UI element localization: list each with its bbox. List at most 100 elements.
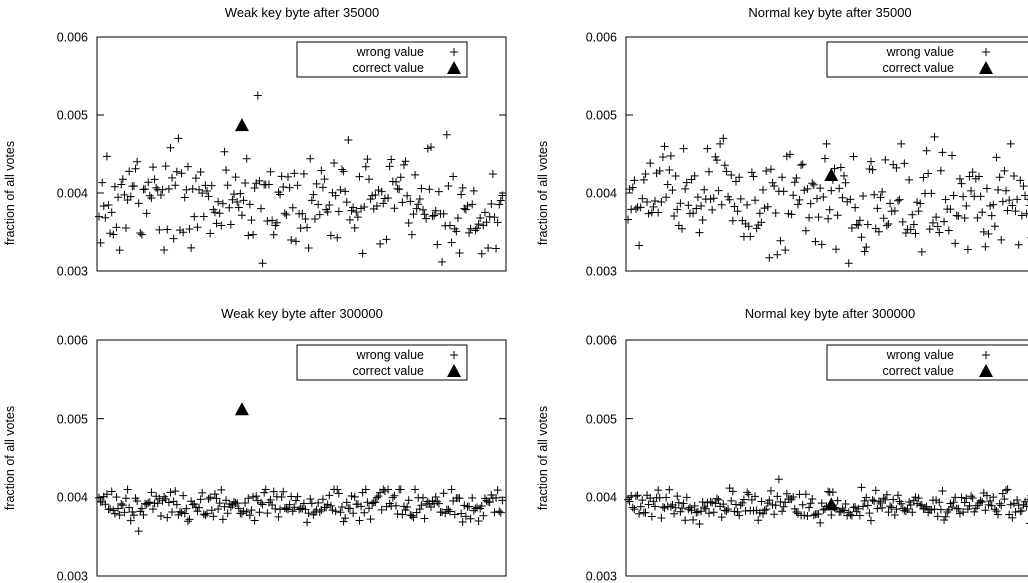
wrong-value-point — [1008, 513, 1017, 522]
wrong-value-point — [889, 495, 898, 504]
legend-entry-label: wrong value — [886, 348, 954, 362]
wrong-value-point — [665, 485, 674, 494]
wrong-value-point — [145, 191, 154, 200]
y-tick-label: 0.004 — [57, 491, 88, 505]
wrong-value-point — [492, 244, 501, 253]
wrong-value-point — [179, 491, 188, 500]
wrong-value-point — [276, 190, 285, 199]
wrong-value-point — [633, 491, 642, 500]
wrong-value-point — [420, 210, 429, 219]
wrong-value-point — [174, 134, 183, 143]
wrong-value-point — [214, 504, 223, 513]
wrong-value-point — [782, 489, 791, 498]
wrong-value-point — [95, 212, 103, 221]
wrong-value-point — [98, 498, 107, 507]
wrong-value-point — [374, 186, 383, 195]
wrong-value-point — [338, 165, 346, 174]
wrong-value-point — [908, 210, 917, 219]
wrong-value-point — [862, 493, 871, 502]
wrong-value-point — [120, 190, 129, 199]
wrong-value-point — [102, 152, 111, 161]
wrong-value-point — [867, 516, 875, 525]
wrong-value-point — [126, 192, 135, 201]
wrong-value-point — [700, 502, 709, 511]
wrong-value-point — [847, 224, 856, 233]
wrong-value-point — [396, 485, 405, 494]
wrong-value-point — [922, 502, 931, 511]
wrong-value-point — [992, 507, 1001, 516]
wrong-value-point — [781, 246, 790, 255]
wrong-value-point — [439, 209, 448, 218]
wrong-value-point — [970, 507, 979, 516]
wrong-value-point — [407, 511, 416, 520]
wrong-value-point — [398, 510, 407, 519]
wrong-value-point — [204, 494, 213, 503]
wrong-value-point — [789, 191, 798, 200]
wrong-value-point — [104, 201, 113, 210]
wrong-value-point — [112, 493, 121, 502]
wrong-value-point — [123, 195, 132, 204]
wrong-value-point — [196, 495, 205, 504]
wrong-value-point — [153, 499, 162, 508]
wrong-value-point — [299, 499, 308, 508]
wrong-value-point — [473, 224, 481, 233]
wrong-value-point — [257, 204, 265, 213]
wrong-value-point — [892, 505, 901, 514]
wrong-value-point — [222, 496, 231, 505]
wrong-value-point — [808, 495, 817, 504]
wrong-value-point — [241, 178, 250, 187]
wrong-value-point — [460, 501, 469, 510]
wrong-value-point — [495, 200, 504, 209]
wrong-value-point — [674, 498, 683, 507]
wrong-value-point — [879, 214, 888, 223]
wrong-value-point — [628, 503, 637, 512]
wrong-value-point — [357, 204, 366, 213]
wrong-value-point — [919, 173, 928, 182]
wrong-value-point — [911, 493, 920, 502]
wrong-value-point — [703, 144, 712, 153]
y-tick-label: 0.006 — [586, 31, 617, 45]
wrong-value-point — [846, 195, 855, 204]
wrong-value-point — [793, 200, 802, 209]
wrong-value-point — [473, 503, 481, 512]
wrong-value-point — [774, 475, 783, 484]
wrong-value-point — [1003, 485, 1012, 494]
wrong-value-point — [946, 499, 955, 508]
wrong-value-point — [878, 187, 887, 196]
wrong-value-point — [771, 501, 780, 510]
wrong-value-point — [827, 186, 836, 195]
wrong-value-point — [137, 504, 146, 513]
wrong-value-point — [932, 213, 941, 222]
legend-entry-label: correct value — [352, 61, 424, 75]
wrong-value-point — [698, 216, 707, 225]
wrong-value-point — [166, 488, 175, 497]
wrong-value-point — [800, 511, 809, 520]
wrong-value-point — [759, 185, 767, 194]
wrong-value-point — [948, 503, 956, 512]
wrong-value-point — [689, 209, 698, 218]
wrong-value-point — [806, 499, 815, 508]
wrong-value-point — [690, 171, 699, 180]
wrong-value-point — [682, 493, 691, 502]
wrong-value-point — [639, 175, 648, 184]
wrong-value-point — [873, 204, 882, 213]
wrong-value-point — [792, 173, 801, 182]
legend-entry-label: wrong value — [356, 45, 424, 59]
wrong-value-point — [676, 199, 685, 208]
correct-value-point — [234, 118, 249, 132]
wrong-value-point — [938, 487, 947, 496]
wrong-value-point — [342, 498, 351, 507]
wrong-value-point — [762, 505, 771, 514]
wrong-value-point — [811, 237, 820, 246]
wrong-value-point — [163, 225, 172, 234]
wrong-value-point — [114, 193, 123, 202]
wrong-value-point — [249, 492, 258, 501]
wrong-value-point — [944, 226, 953, 235]
wrong-value-point — [695, 519, 704, 528]
wrong-value-point — [199, 510, 208, 519]
wrong-value-point — [770, 182, 779, 191]
wrong-value-point — [871, 486, 880, 495]
wrong-value-point — [714, 495, 723, 504]
wrong-value-point — [967, 186, 976, 195]
wrong-value-point — [901, 229, 910, 238]
